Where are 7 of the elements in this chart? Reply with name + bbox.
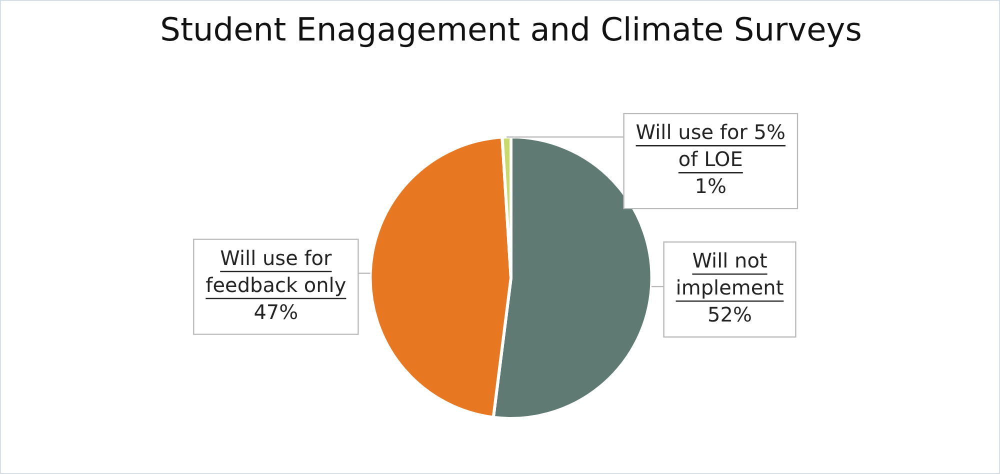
data-label: 1% <box>694 174 727 198</box>
data-label: 52% <box>708 302 752 327</box>
chart-title: Student Enagagement and Climate Surveys <box>160 10 862 49</box>
slice-label: Will use for feedback only <box>206 246 346 298</box>
slice-label: Will use for 5% of LOE <box>636 120 786 172</box>
data-label: 47% <box>254 300 298 324</box>
slice-label: Will not implement <box>676 248 784 300</box>
